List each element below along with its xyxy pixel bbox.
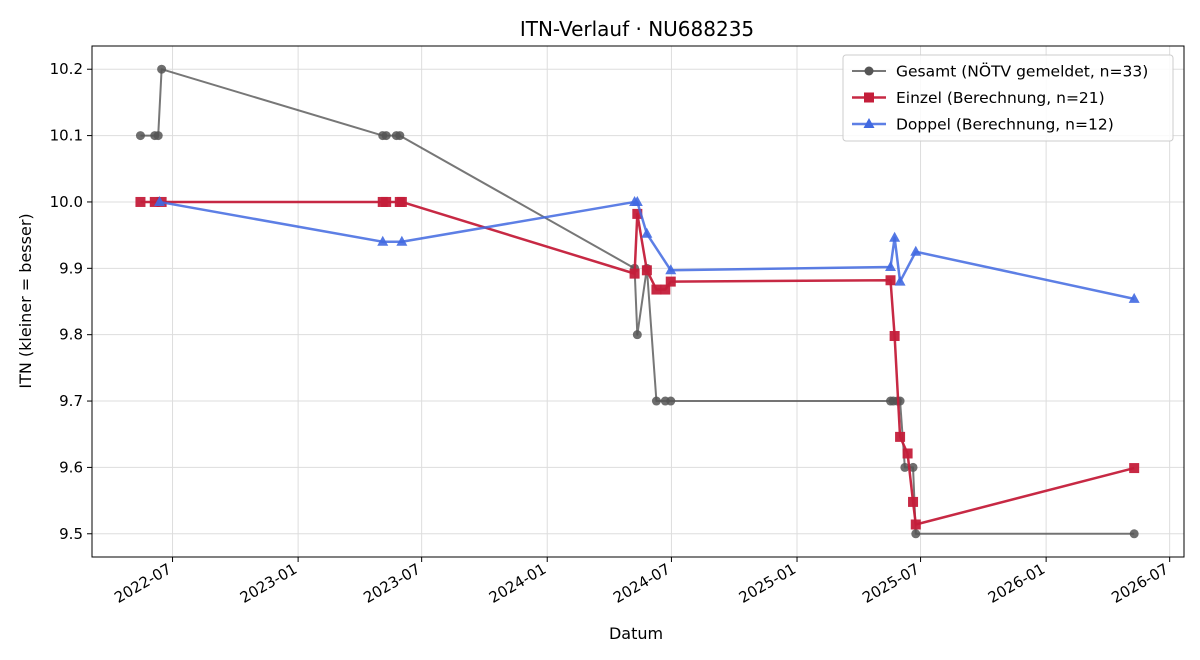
einzel-data-point (632, 208, 643, 219)
einzel-data-point (908, 496, 919, 507)
einzel-data-point (381, 196, 392, 207)
einzel-data-point (665, 276, 676, 287)
legend-entry-label: Doppel (Berechnung, n=12) (896, 116, 1114, 134)
legend-swatch-marker (864, 92, 874, 103)
doppel-data-point (889, 231, 901, 242)
gesamt-data-point (1129, 529, 1139, 539)
doppel-data-point (894, 275, 906, 286)
doppel-data-point (885, 260, 897, 271)
einzel-data-point (629, 268, 640, 279)
doppel-data-point (396, 235, 408, 246)
einzel-data-point (910, 519, 921, 530)
series-2 (154, 195, 1140, 303)
gesamt-data-point (157, 64, 167, 74)
einzel-data-point (641, 265, 652, 276)
y-tick-label: 9.8 (59, 326, 83, 344)
gesamt-data-point (632, 330, 642, 340)
einzel-data-point (651, 284, 662, 295)
series-layer (135, 64, 1140, 539)
y-axis-label: ITN (kleiner = besser) (16, 213, 35, 388)
gesamt-data-point (153, 131, 163, 141)
einzel-data-point (885, 275, 896, 286)
y-tick-label: 9.9 (59, 259, 83, 277)
doppel-data-point (641, 227, 653, 238)
y-tick-label: 9.5 (59, 525, 83, 543)
legend-swatch-marker (863, 118, 875, 128)
y-tick-label: 10.1 (50, 127, 83, 145)
legend-box (842, 54, 1174, 142)
einzel-data-point (135, 196, 146, 207)
doppel-data-point (631, 195, 643, 206)
gesamt-data-point (135, 131, 145, 141)
einzel-data-point (895, 431, 906, 442)
doppel-data-point (1128, 292, 1140, 303)
chart-title: ITN-Verlauf · NU688235 (520, 17, 754, 41)
einzel-data-point (902, 448, 913, 459)
doppel-data-point (665, 264, 677, 275)
y-tick-label: 9.6 (59, 458, 83, 476)
gesamt-data-point (908, 462, 918, 472)
x-axis-label: Datum (609, 624, 663, 643)
doppel-data-point (910, 245, 922, 256)
doppel-data-point (377, 235, 389, 246)
gesamt-data-point (666, 396, 676, 406)
gesamt-data-point (900, 462, 910, 472)
einzel-data-point (396, 196, 407, 207)
gesamt-data-point (395, 131, 405, 141)
doppel-data-point (154, 195, 166, 206)
legend-swatch-marker (864, 66, 874, 76)
plot-frame (91, 45, 1185, 558)
gesamt-data-point (911, 529, 921, 539)
legend-entry-label: Gesamt (NÖTV gemeldet, n=33) (896, 62, 1148, 81)
legend: Gesamt (NÖTV gemeldet, n=33) Einzel (Bere… (842, 54, 1174, 142)
gesamt-data-point (381, 131, 391, 141)
y-tick-label: 10.2 (50, 60, 83, 78)
y-tick-label: 9.7 (59, 392, 83, 410)
legend-entry-label: Einzel (Berechnung, n=21) (896, 89, 1105, 107)
grid (92, 46, 1184, 557)
gesamt-data-point (651, 396, 661, 406)
einzel-data-point (660, 284, 671, 295)
einzel-data-point (889, 331, 900, 342)
y-tick-label: 10.0 (50, 193, 83, 211)
einzel-data-point (1129, 463, 1140, 474)
einzel-data-point (149, 196, 160, 207)
series-1 (135, 196, 1140, 530)
